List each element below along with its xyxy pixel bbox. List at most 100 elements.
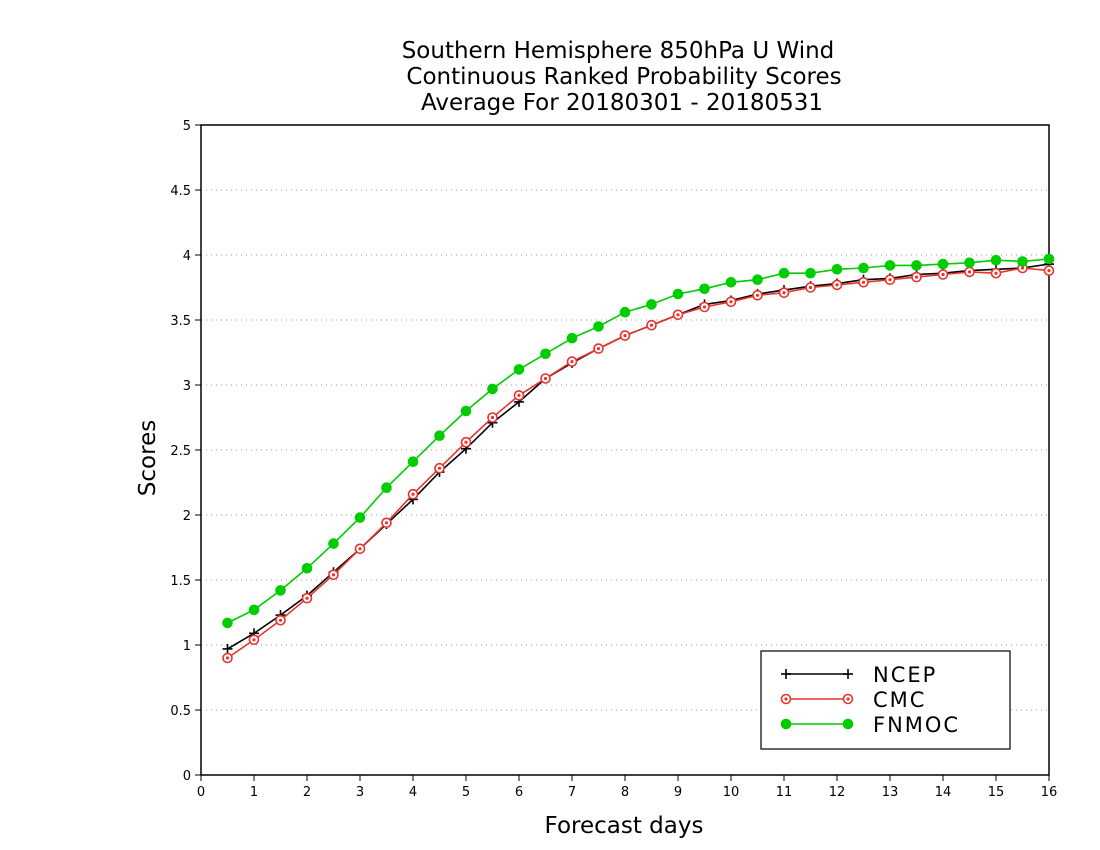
legend-marker — [781, 669, 791, 679]
marker-dot — [676, 313, 680, 317]
marker-dot — [994, 271, 998, 275]
marker-dot — [835, 283, 839, 287]
marker-dot — [623, 334, 627, 338]
x-tick-label: 7 — [568, 785, 576, 800]
legend-marker — [842, 693, 854, 705]
legend-marker — [780, 718, 792, 730]
series-fnmoc-point — [672, 288, 684, 300]
x-tick-label: 16 — [1041, 785, 1058, 800]
marker-dot — [729, 300, 733, 304]
axes: 00.511.522.533.544.550 1 2 3 4 5 6 7 8 9 10 11 12 13 1… — [170, 119, 1057, 800]
series-fnmoc-point — [381, 482, 392, 494]
series-fnmoc-point — [434, 430, 445, 442]
marker-dot — [384, 521, 389, 525]
series-cmc-point — [884, 274, 896, 286]
series-cmc-point — [407, 488, 419, 500]
series-fnmoc-point — [407, 456, 419, 468]
series-cmc-point — [646, 319, 657, 331]
legend-label-fnmoc: FNMOC — [873, 713, 960, 737]
series-fnmoc-point — [540, 348, 551, 360]
marker-dot — [543, 376, 548, 381]
series-fnmoc-point — [301, 563, 313, 574]
y-tick-label: 5 — [183, 119, 191, 134]
y-tick-label: 3 — [183, 379, 191, 394]
series-fnmoc-point — [778, 267, 790, 279]
series-cmc-point — [858, 276, 869, 288]
marker-dot — [517, 393, 521, 397]
gridlines — [201, 189, 1049, 711]
y-tick-label: 4 — [183, 249, 191, 264]
marker-dot — [358, 547, 362, 551]
y-tick-label: 1.5 — [170, 574, 191, 589]
marker-dot — [331, 573, 336, 577]
marker-dot — [596, 347, 601, 351]
series-fnmoc-point — [752, 274, 763, 286]
y-tick-label: 2 — [183, 509, 191, 524]
marker-dot — [702, 305, 707, 309]
series-ncep-line — [227, 263, 1050, 650]
x-axis-title: Forecast days — [545, 813, 704, 839]
series-fnmoc-point — [911, 260, 922, 271]
x-tick-label: 4 — [409, 785, 417, 800]
series-cmc-point — [328, 569, 339, 581]
marker-dot — [305, 596, 309, 600]
series-cmc-point — [460, 436, 472, 448]
x-tick-label: 9 — [674, 785, 682, 800]
marker-dot — [861, 280, 866, 284]
series-fnmoc-point — [513, 364, 525, 375]
series-fnmoc-point — [699, 283, 710, 295]
marker-dot — [967, 270, 972, 274]
chart-title: Southern Hemisphere 850hPa U Wind Contin… — [402, 38, 842, 116]
series-cmc-point — [619, 330, 631, 341]
series-cmc-line — [227, 267, 1050, 659]
y-tick-label: 4.5 — [170, 184, 191, 199]
series-cmc-point — [566, 356, 578, 367]
marker-dot — [846, 697, 850, 701]
data-series — [222, 253, 1055, 664]
x-tick-label: 2 — [303, 785, 311, 800]
x-tick-label: 6 — [515, 785, 523, 800]
series-cmc-point — [354, 543, 366, 555]
series-cmc-point — [275, 614, 286, 626]
y-tick-label: 0 — [183, 769, 191, 784]
series-fnmoc-point — [487, 383, 498, 395]
series-fnmoc-point — [328, 538, 339, 549]
chart-title-line-2: Continuous Ranked Probability Scores — [406, 64, 841, 90]
series-cmc-point — [222, 652, 233, 664]
marker-dot — [464, 440, 468, 444]
legend-label-cmc: CMC — [873, 688, 926, 712]
marker-dot — [782, 291, 786, 295]
marker-dot — [225, 656, 230, 660]
marker-dot — [490, 415, 495, 420]
chart-title-line-1: Southern Hemisphere 850hPa U Wind — [402, 38, 835, 64]
legend-marker — [842, 718, 854, 730]
marker-dot — [278, 618, 283, 622]
x-tick-label: 10 — [723, 785, 740, 800]
y-tick-label: 0.5 — [170, 704, 191, 719]
y-axis-title: Scores — [135, 420, 161, 496]
chart-title-line-3: Average For 20180301 - 20180531 — [421, 90, 823, 116]
series-cmc-point — [752, 289, 763, 301]
marker-dot — [914, 275, 919, 279]
x-tick-label: 0 — [197, 785, 205, 800]
x-tick-label: 14 — [935, 785, 952, 800]
x-tick-label: 11 — [776, 785, 793, 800]
series-fnmoc-point — [937, 258, 949, 270]
series-fnmoc-point — [964, 257, 975, 269]
marker-dot — [649, 323, 654, 327]
series-fnmoc — [222, 253, 1055, 629]
series-cmc-point — [301, 592, 313, 604]
series-fnmoc-point — [1017, 256, 1028, 267]
series-cmc-point — [593, 343, 604, 354]
y-tick-label: 2.5 — [170, 444, 191, 459]
marker-dot — [1020, 266, 1025, 270]
series-fnmoc-point — [725, 277, 737, 288]
legend-marker — [780, 693, 792, 705]
series-fnmoc-point — [619, 306, 631, 318]
series-cmc-point — [381, 517, 392, 529]
series-fnmoc-line — [227, 258, 1050, 624]
series-cmc-point — [911, 271, 922, 283]
marker-dot — [784, 697, 788, 701]
series-fnmoc-point — [1043, 253, 1055, 265]
